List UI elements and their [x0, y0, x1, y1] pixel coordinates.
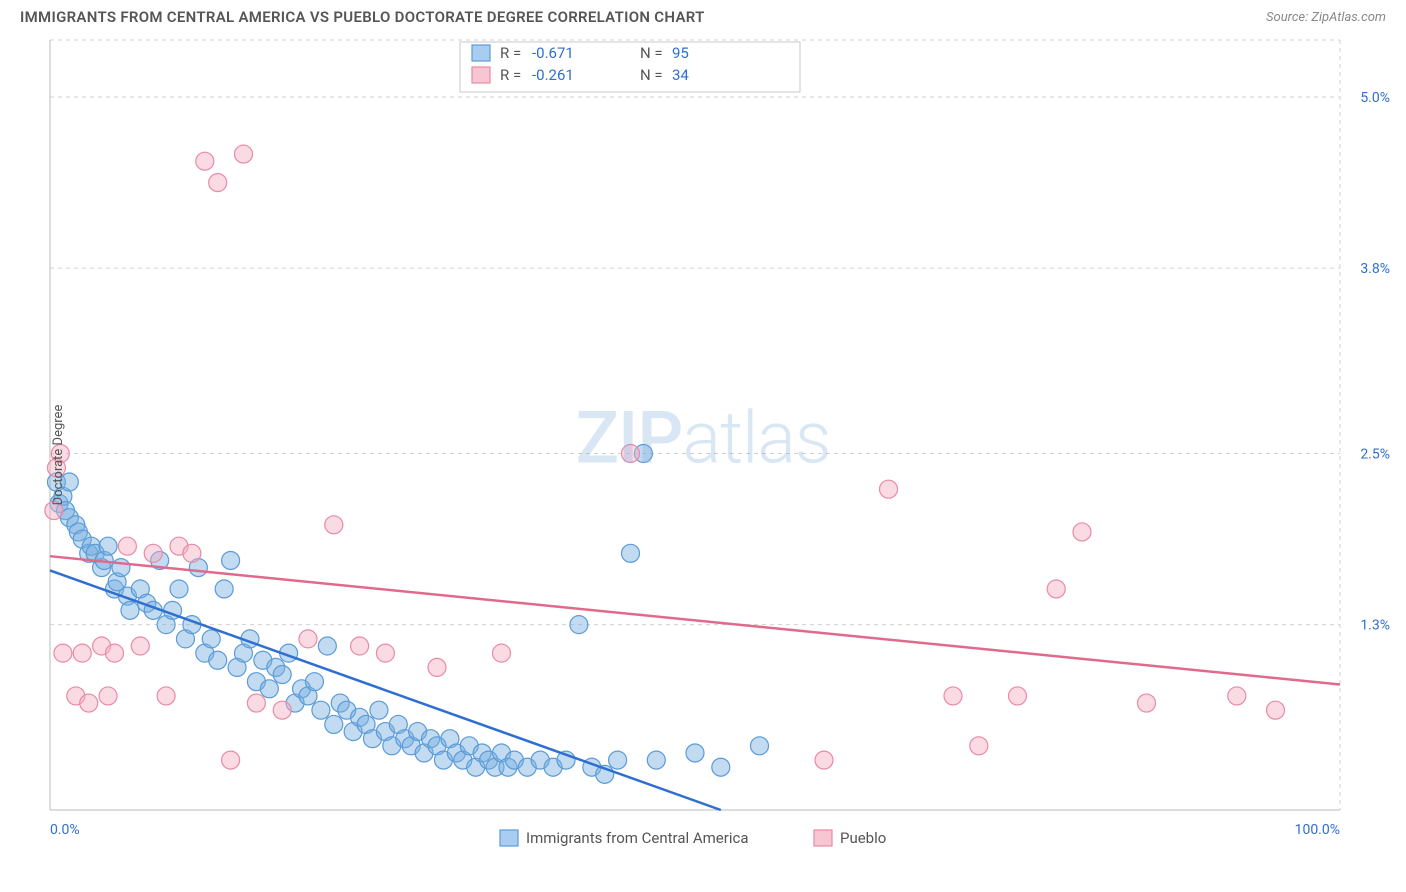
svg-text:-0.261: -0.261 [532, 66, 574, 84]
svg-text:34: 34 [672, 66, 689, 84]
svg-text:5.0%: 5.0% [1360, 90, 1390, 106]
svg-text:100.0%: 100.0% [1295, 822, 1340, 838]
svg-text:N =: N = [640, 66, 663, 84]
svg-text:1.3%: 1.3% [1360, 618, 1390, 634]
svg-text:N =: N = [640, 44, 663, 62]
svg-text:Pueblo: Pueblo [840, 829, 886, 847]
chart-source: Source: ZipAtlas.com [1266, 10, 1386, 25]
svg-text:3.8%: 3.8% [1360, 261, 1390, 277]
svg-text:95: 95 [672, 44, 689, 62]
svg-text:-0.671: -0.671 [532, 44, 574, 62]
svg-text:R =: R = [500, 66, 521, 84]
scatter-chart-svg: 1.3%2.5%3.8%5.0%0.0%100.0%R = -0.671N = … [0, 30, 1406, 880]
svg-text:2.5%: 2.5% [1360, 447, 1390, 463]
svg-text:0.0%: 0.0% [50, 822, 80, 838]
svg-text:R =: R = [500, 44, 521, 62]
svg-text:Immigrants from Central Americ: Immigrants from Central America [526, 829, 749, 847]
chart-area: Doctorate Degree 1.3% 2.5% 3.8% 5.0% 0.0% 100… [0, 30, 1406, 880]
chart-header: IMMIGRANTS FROM CENTRAL AMERICA VS PUEBL… [0, 0, 1406, 30]
chart-title: IMMIGRANTS FROM CENTRAL AMERICA VS PUEBL… [20, 8, 705, 26]
y-axis-label: Doctorate Degree [51, 405, 66, 506]
